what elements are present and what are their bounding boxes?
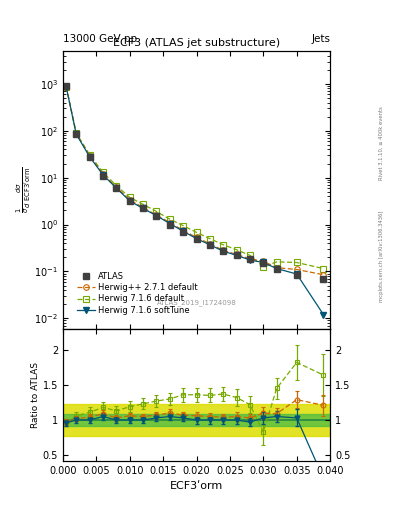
ATLAS bbox=[221, 248, 226, 254]
Herwig++ 2.7.1 default bbox=[321, 272, 326, 278]
Herwig 7.1.6 default bbox=[208, 236, 212, 242]
Title: ECF3 (ATLAS jet substructure): ECF3 (ATLAS jet substructure) bbox=[113, 38, 280, 48]
Y-axis label: $\frac{1}{\sigma}\frac{d\sigma}{d\ \mathrm{ECF3}^{\prime}\mathrm{orm}}$: $\frac{1}{\sigma}\frac{d\sigma}{d\ \math… bbox=[15, 166, 33, 214]
Herwig 7.1.6 default bbox=[321, 266, 326, 272]
ATLAS bbox=[294, 272, 299, 278]
ATLAS bbox=[321, 275, 326, 282]
ATLAS bbox=[194, 236, 199, 242]
Line: Herwig++ 2.7.1 default: Herwig++ 2.7.1 default bbox=[63, 84, 326, 278]
Herwig 7.1.6 softTune bbox=[64, 84, 69, 90]
Herwig 7.1.6 softTune bbox=[167, 221, 172, 227]
Herwig++ 2.7.1 default bbox=[274, 265, 279, 271]
Herwig 7.1.6 softTune bbox=[194, 236, 199, 242]
ATLAS bbox=[154, 213, 159, 219]
ATLAS bbox=[141, 205, 145, 211]
Herwig++ 2.7.1 default bbox=[74, 131, 79, 137]
Herwig 7.1.6 default bbox=[127, 195, 132, 201]
Herwig 7.1.6 softTune bbox=[294, 271, 299, 277]
Herwig 7.1.6 softTune bbox=[154, 212, 159, 219]
ATLAS bbox=[127, 198, 132, 204]
Herwig++ 2.7.1 default bbox=[154, 212, 159, 218]
Herwig++ 2.7.1 default bbox=[194, 234, 199, 241]
Herwig 7.1.6 softTune bbox=[141, 205, 145, 211]
ATLAS bbox=[248, 257, 252, 263]
Herwig 7.1.6 default bbox=[74, 130, 79, 136]
Herwig++ 2.7.1 default bbox=[208, 241, 212, 247]
Herwig 7.1.6 softTune bbox=[101, 172, 105, 178]
Text: Rivet 3.1.10, ≥ 400k events: Rivet 3.1.10, ≥ 400k events bbox=[379, 106, 384, 180]
X-axis label: ECF3ʹorm: ECF3ʹorm bbox=[170, 481, 223, 491]
ATLAS bbox=[208, 242, 212, 248]
Herwig++ 2.7.1 default bbox=[64, 84, 69, 90]
ATLAS bbox=[114, 185, 119, 191]
Herwig++ 2.7.1 default bbox=[87, 153, 92, 159]
Herwig++ 2.7.1 default bbox=[248, 256, 252, 262]
Herwig 7.1.6 default bbox=[234, 247, 239, 253]
Herwig 7.1.6 default bbox=[141, 201, 145, 207]
Herwig 7.1.6 default bbox=[154, 208, 159, 215]
ATLAS bbox=[261, 260, 266, 266]
Herwig 7.1.6 softTune bbox=[234, 252, 239, 259]
Herwig 7.1.6 default bbox=[181, 223, 185, 229]
Text: mcplots.cern.ch [arXiv:1306.3436]: mcplots.cern.ch [arXiv:1306.3436] bbox=[379, 210, 384, 302]
ATLAS bbox=[64, 83, 69, 89]
Herwig 7.1.6 default bbox=[274, 259, 279, 265]
ATLAS bbox=[181, 229, 185, 235]
ATLAS bbox=[101, 173, 105, 179]
Herwig 7.1.6 default bbox=[167, 216, 172, 222]
ATLAS bbox=[274, 266, 279, 272]
Herwig 7.1.6 softTune bbox=[181, 228, 185, 234]
Herwig++ 2.7.1 default bbox=[141, 204, 145, 210]
Herwig++ 2.7.1 default bbox=[221, 247, 226, 253]
Y-axis label: Ratio to ATLAS: Ratio to ATLAS bbox=[31, 362, 40, 428]
Herwig 7.1.6 default bbox=[64, 84, 69, 90]
Herwig 7.1.6 softTune bbox=[87, 154, 92, 160]
Herwig 7.1.6 default bbox=[294, 260, 299, 266]
Herwig 7.1.6 default bbox=[114, 182, 119, 188]
Herwig++ 2.7.1 default bbox=[127, 197, 132, 203]
Text: Jets: Jets bbox=[311, 33, 330, 44]
Herwig 7.1.6 default bbox=[194, 229, 199, 236]
Line: Herwig 7.1.6 softTune: Herwig 7.1.6 softTune bbox=[63, 84, 326, 317]
Text: ATLAS_2019_I1724098: ATLAS_2019_I1724098 bbox=[157, 300, 236, 307]
Herwig 7.1.6 softTune bbox=[321, 311, 326, 317]
Text: 13000 GeV pp: 13000 GeV pp bbox=[63, 33, 137, 44]
Herwig 7.1.6 softTune bbox=[221, 248, 226, 254]
Herwig++ 2.7.1 default bbox=[181, 227, 185, 233]
Herwig++ 2.7.1 default bbox=[261, 258, 266, 264]
Herwig 7.1.6 default bbox=[101, 169, 105, 176]
ATLAS bbox=[167, 222, 172, 228]
Line: Herwig 7.1.6 default: Herwig 7.1.6 default bbox=[63, 84, 326, 271]
Herwig++ 2.7.1 default bbox=[294, 266, 299, 272]
ATLAS bbox=[74, 131, 79, 137]
Herwig 7.1.6 softTune bbox=[261, 260, 266, 266]
Legend: ATLAS, Herwig++ 2.7.1 default, Herwig 7.1.6 default, Herwig 7.1.6 softTune: ATLAS, Herwig++ 2.7.1 default, Herwig 7.… bbox=[75, 271, 200, 316]
Herwig++ 2.7.1 default bbox=[101, 171, 105, 177]
Herwig 7.1.6 default bbox=[221, 242, 226, 248]
Herwig++ 2.7.1 default bbox=[167, 220, 172, 226]
Line: ATLAS: ATLAS bbox=[63, 83, 327, 282]
Herwig 7.1.6 softTune bbox=[114, 185, 119, 191]
Herwig 7.1.6 softTune bbox=[248, 257, 252, 263]
Herwig 7.1.6 default bbox=[261, 264, 266, 270]
ATLAS bbox=[234, 252, 239, 259]
Herwig 7.1.6 softTune bbox=[208, 242, 212, 248]
Herwig 7.1.6 softTune bbox=[127, 198, 132, 204]
Herwig 7.1.6 softTune bbox=[274, 266, 279, 272]
ATLAS bbox=[87, 154, 92, 160]
Herwig++ 2.7.1 default bbox=[234, 251, 239, 258]
Herwig 7.1.6 default bbox=[248, 252, 252, 259]
Herwig++ 2.7.1 default bbox=[114, 184, 119, 190]
Herwig 7.1.6 softTune bbox=[74, 131, 79, 137]
Herwig 7.1.6 default bbox=[87, 152, 92, 158]
